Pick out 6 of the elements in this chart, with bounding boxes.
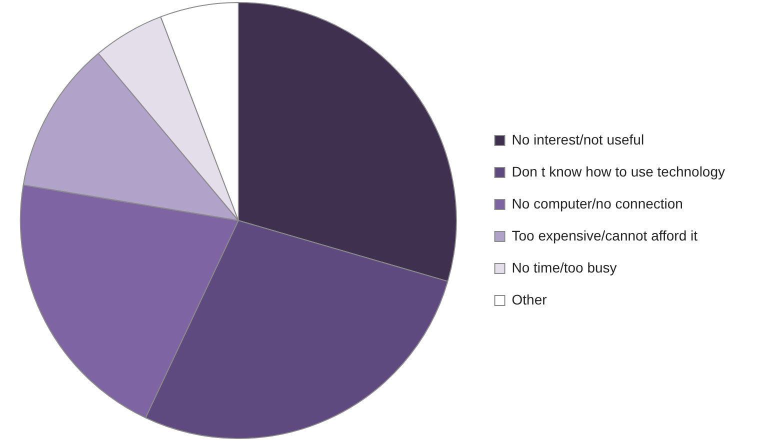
legend-label: Too expensive/cannot afford it bbox=[512, 227, 698, 244]
legend-label: No interest/not useful bbox=[512, 131, 644, 148]
legend-label: Other bbox=[512, 291, 548, 308]
legend-label: Don t know how to use technology bbox=[512, 163, 726, 180]
legend-label: No time/too busy bbox=[512, 259, 617, 276]
legend-label: No computer/no connection bbox=[512, 195, 683, 212]
